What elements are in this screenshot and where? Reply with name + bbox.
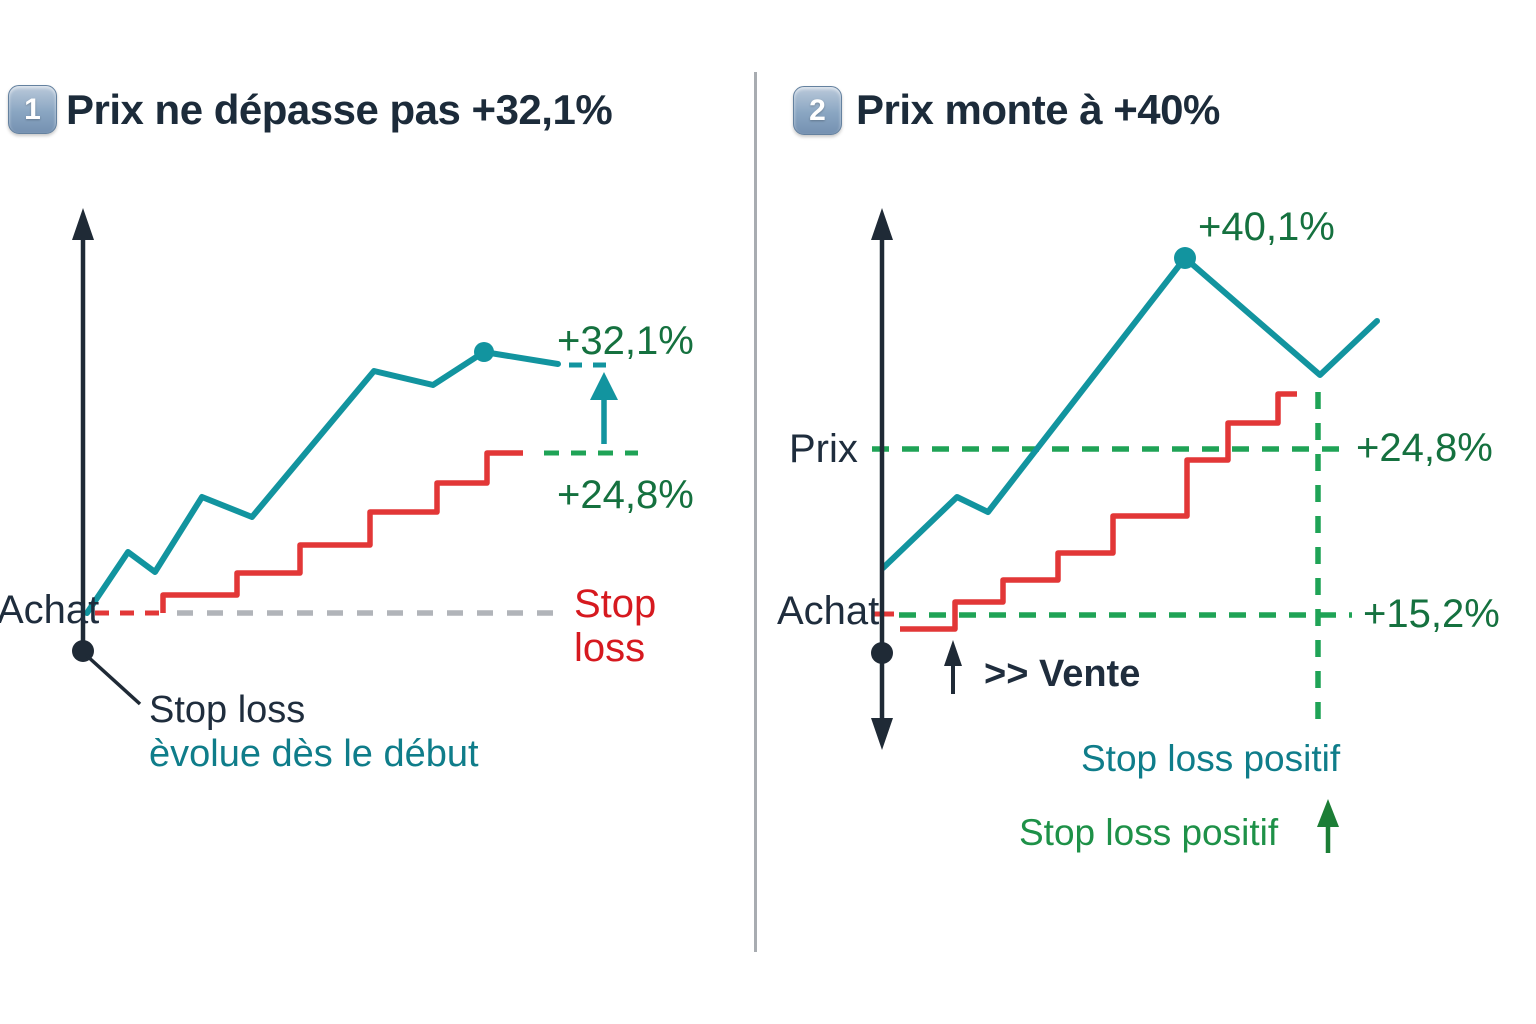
keycap-2-icon: 2 — [793, 86, 842, 135]
price-peak-dot — [1174, 247, 1196, 269]
panel1-stop-word2-label: loss — [574, 626, 646, 670]
panel1-stop-word1-label: Stop — [574, 582, 657, 626]
panel2-chart — [871, 208, 1380, 853]
panel1-chart — [72, 208, 638, 706]
panel1-stop-value-label: +24,8% — [557, 473, 694, 517]
keycap-1-icon: 1 — [8, 85, 57, 134]
stop-loss-staircase-line — [160, 450, 523, 613]
panel1-achat-label: Achat — [0, 588, 100, 632]
panel2-stoploss-green-label: Stop loss positif — [1019, 812, 1279, 853]
stoploss-positif-arrow-head-icon — [1317, 799, 1339, 827]
panel1-callout-subtitle: èvolue dès le début — [149, 733, 479, 775]
panel2-sell-level-label: +24,8% — [1356, 426, 1493, 470]
panel2-peak-value-label: +40,1% — [1198, 205, 1335, 249]
callout-leader-line — [84, 653, 142, 706]
keycap-2-number: 2 — [809, 93, 826, 127]
panel-divider — [754, 72, 757, 952]
y-axis-arrow-icon — [72, 208, 94, 240]
panel1-title: Prix ne dépasse pas +32,1% — [66, 86, 613, 133]
axis-origin-dot — [871, 642, 893, 664]
y-axis-arrow-bottom-icon — [871, 718, 893, 750]
gap-arrow-head-icon — [590, 372, 618, 400]
panel2-title: Prix monte à +40% — [856, 86, 1220, 133]
panel2-prix-label: Prix — [789, 427, 858, 471]
panel2-floor-level-label: +15,2% — [1363, 592, 1500, 636]
panel2-achat-label: Achat — [777, 589, 880, 633]
keycap-1-number: 1 — [24, 92, 41, 126]
panel1-callout-title: Stop loss — [149, 689, 306, 731]
y-axis-arrow-top-icon — [871, 208, 893, 240]
panel1-peak-value-label: +32,1% — [557, 319, 694, 363]
price-line — [880, 255, 1380, 571]
price-line — [84, 349, 561, 616]
panel2-vente-label: >> Vente — [984, 653, 1141, 695]
price-peak-dot — [474, 342, 494, 362]
panel2-stoploss-teal-label: Stop loss positif — [1081, 738, 1341, 779]
stop-loss-staircase-line — [900, 391, 1297, 632]
vente-arrow-head-icon — [944, 640, 962, 666]
